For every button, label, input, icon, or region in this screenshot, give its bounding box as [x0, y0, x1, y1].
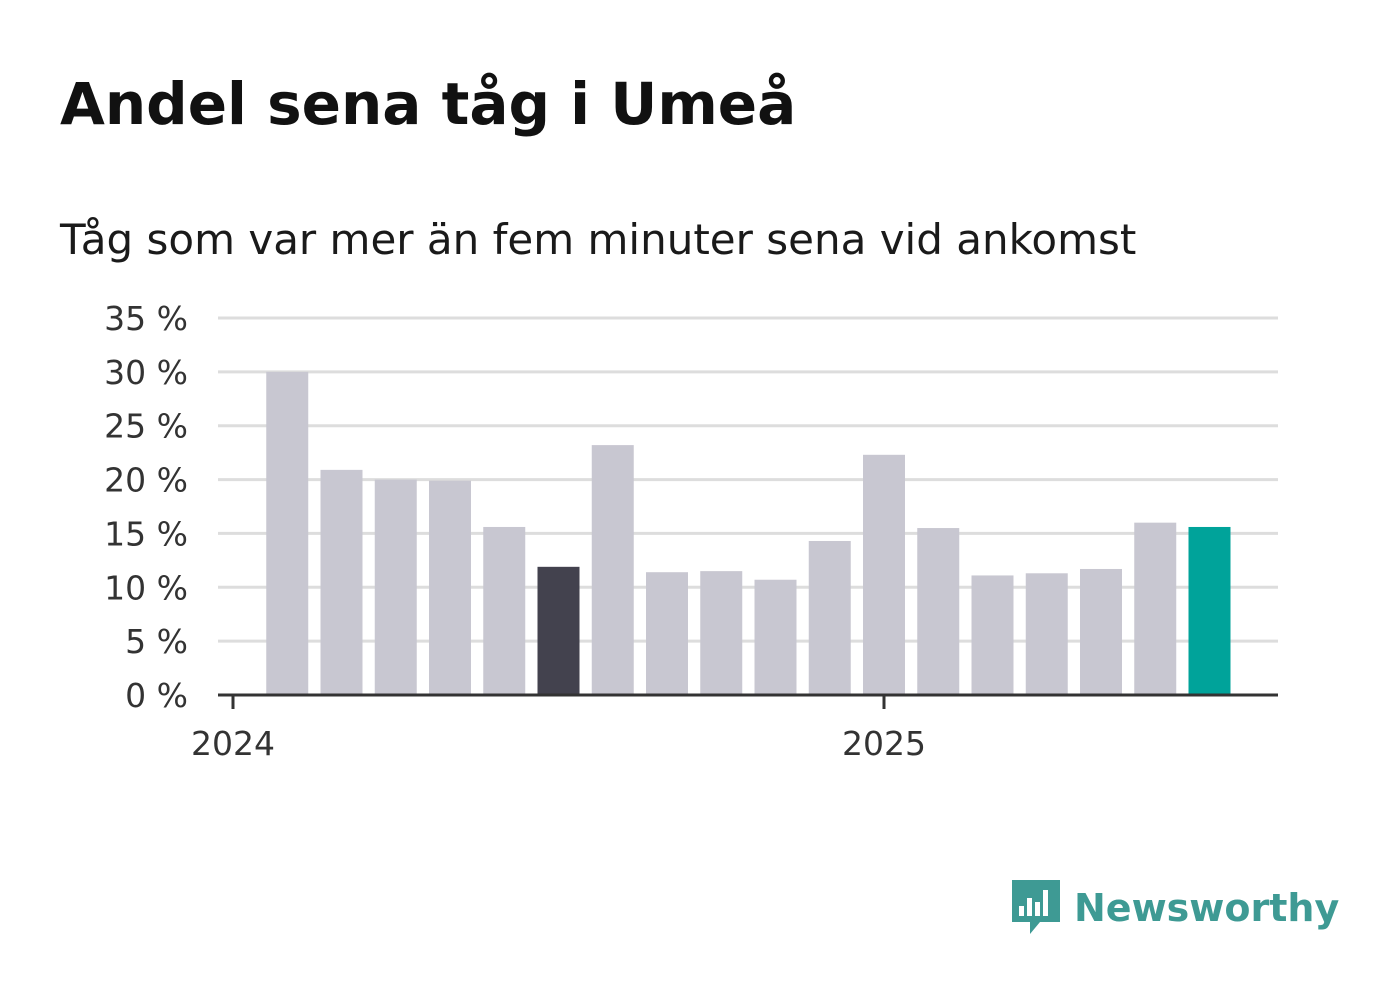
bar[interactable]	[483, 526, 526, 695]
y-tick-label: 15 %	[104, 514, 188, 553]
y-tick-label: 5 %	[125, 622, 188, 661]
bar[interactable]	[266, 371, 309, 695]
bar[interactable]	[1080, 568, 1122, 695]
brand-name: Newsworthy	[1074, 886, 1340, 930]
bar[interactable]	[1025, 573, 1068, 695]
y-tick-label: 20 %	[104, 461, 188, 500]
chart-title: Andel sena tåg i Umeå	[60, 70, 797, 138]
y-tick-label: 30 %	[104, 353, 188, 392]
bar[interactable]	[429, 480, 471, 695]
bar[interactable]	[754, 579, 797, 695]
bar[interactable]	[1188, 526, 1231, 695]
bar[interactable]	[863, 454, 905, 695]
x-axis	[218, 693, 1278, 709]
x-tick-label: 2025	[842, 724, 926, 763]
bar[interactable]	[320, 469, 363, 695]
newsworthy-logo[interactable]: Newsworthy	[1008, 876, 1339, 940]
y-tick-label: 0 %	[125, 676, 188, 715]
bar[interactable]	[971, 575, 1014, 695]
bar[interactable]	[700, 571, 743, 695]
bar[interactable]	[808, 540, 851, 695]
y-tick-label: 35 %	[104, 299, 188, 338]
bar[interactable]	[646, 572, 688, 695]
x-axis-tick-labels: 2024 2025	[191, 724, 926, 763]
bars	[266, 371, 1231, 695]
y-tick-label: 10 %	[104, 568, 188, 607]
chart-subtitle: Tåg som var mer än fem minuter sena vid …	[60, 215, 1137, 264]
bar[interactable]	[537, 566, 580, 695]
newsworthy-chart-logo-icon	[1012, 880, 1060, 934]
x-tick-label: 2024	[191, 724, 275, 763]
y-tick-label: 25 %	[104, 407, 188, 446]
y-axis-tick-labels: 0 % 5 % 10 % 15 % 20 % 25 % 30 % 35 %	[104, 299, 188, 715]
bar[interactable]	[374, 479, 417, 695]
bar[interactable]	[591, 445, 634, 695]
bar[interactable]	[917, 528, 960, 695]
bar[interactable]	[1134, 522, 1177, 695]
